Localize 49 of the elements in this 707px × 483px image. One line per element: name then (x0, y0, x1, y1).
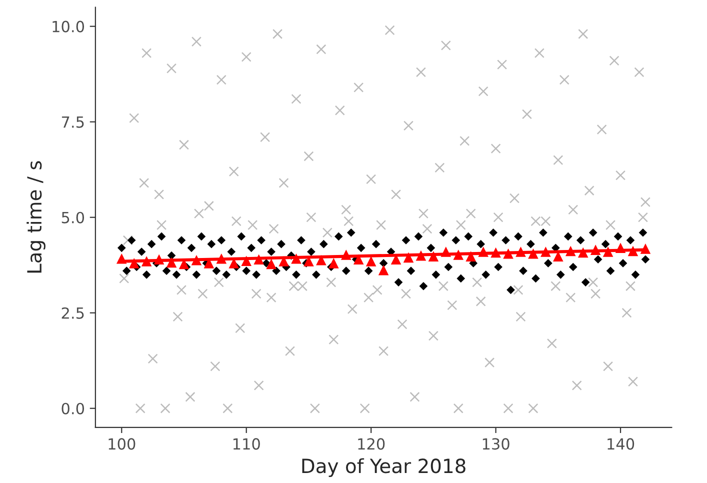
point (154, 254, 164, 265)
x-tick-label: 130 (482, 438, 510, 450)
point (416, 250, 426, 261)
point (590, 244, 601, 255)
point (540, 246, 551, 257)
point (565, 246, 576, 256)
point (141, 256, 152, 266)
point (191, 254, 202, 266)
point (316, 254, 326, 266)
point (241, 256, 252, 266)
point (478, 246, 488, 257)
point (116, 253, 127, 264)
point (516, 246, 526, 257)
point (578, 247, 588, 258)
x-tick-label: 120 (358, 438, 385, 450)
point (602, 246, 614, 257)
point (254, 254, 264, 265)
point (266, 258, 276, 270)
point (216, 253, 227, 264)
point (628, 246, 638, 256)
point (428, 251, 439, 262)
point (453, 250, 464, 260)
point (403, 252, 414, 263)
y-axis-title: Lag time / s (26, 161, 46, 273)
point (503, 248, 514, 259)
point (328, 258, 339, 268)
point (353, 254, 364, 265)
point (466, 251, 476, 262)
x-tick-label: 140 (608, 438, 634, 450)
point (128, 258, 140, 268)
x-tick-label: 110 (233, 438, 260, 450)
x-tick-label: 100 (108, 438, 136, 450)
point (378, 264, 389, 276)
y-tick-label: 7.5 (62, 116, 84, 128)
y-tick-label: 5.0 (62, 212, 84, 224)
point (340, 250, 352, 260)
point (291, 253, 302, 264)
point (278, 256, 289, 266)
point (166, 257, 177, 268)
y-tick-label: 10.0 (52, 20, 84, 32)
point (366, 256, 376, 266)
y-tick-label: 0.0 (62, 402, 84, 414)
x-axis-title: Day of Year 2018 (302, 458, 466, 478)
y-tick-label: 2.5 (62, 307, 84, 319)
point (490, 247, 501, 258)
point (528, 248, 538, 259)
point (640, 244, 651, 254)
point (440, 246, 452, 257)
point (615, 242, 626, 254)
